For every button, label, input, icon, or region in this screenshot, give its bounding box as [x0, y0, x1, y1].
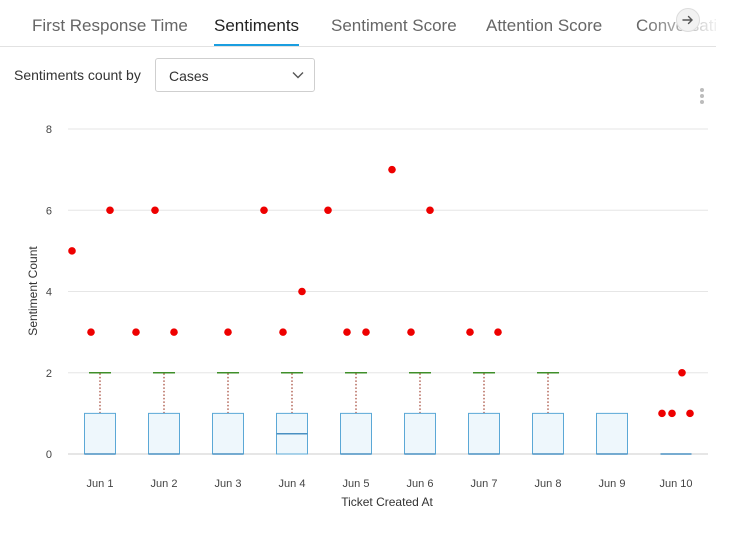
tab-attention-score[interactable]: Attention Score: [486, 16, 602, 46]
box-1: [84, 372, 116, 455]
outlier-point: [224, 328, 232, 336]
box-4: [276, 372, 308, 455]
outlier-point: [324, 206, 332, 215]
x-tick-label: Jun 4: [279, 478, 306, 490]
box-body: [404, 412, 436, 455]
tab-sentiments[interactable]: Sentiments: [214, 16, 300, 46]
outlier-point: [151, 206, 159, 215]
box-8: [532, 372, 564, 455]
outlier-point: [686, 409, 694, 418]
outlier-point: [106, 206, 114, 215]
tab-label: Sentiments: [214, 16, 300, 35]
x-tick-label: Jun 10: [659, 478, 692, 490]
box-6: [404, 372, 436, 455]
box-5: [340, 372, 372, 455]
outlier-point: [388, 165, 396, 174]
x-tick-label: Jun 8: [535, 478, 562, 490]
outlier-point: [279, 328, 287, 336]
box-3: [212, 372, 244, 455]
x-tick-label: Jun 1: [87, 478, 114, 490]
outlier-point: [362, 328, 370, 336]
box-7: [468, 372, 500, 455]
outliers: [68, 165, 694, 418]
y-tick-label: 8: [46, 124, 52, 136]
tab-first-response-time[interactable]: First Response Time: [32, 16, 188, 46]
y-tick-label: 6: [46, 205, 52, 217]
outlier-point: [260, 206, 268, 215]
chart-options-menu-icon[interactable]: [697, 88, 707, 106]
outlier-point: [298, 287, 306, 296]
x-tick-label: Jun 2: [151, 478, 178, 490]
x-tick-label: Jun 6: [407, 478, 434, 490]
tab-label: Attention Score: [486, 16, 603, 35]
outlier-point: [343, 328, 351, 336]
y-tick-label: 4: [46, 287, 52, 299]
tabs-scroll-right-button[interactable]: [676, 8, 700, 32]
select-value: Cases: [169, 68, 209, 84]
active-tab-indicator: [214, 44, 300, 46]
box-body: [532, 412, 564, 455]
outlier-point: [87, 328, 95, 336]
outlier-point: [494, 328, 502, 336]
x-axis-title: Ticket Created At: [341, 495, 433, 509]
box-body: [212, 412, 244, 455]
chevron-down-icon: [292, 72, 304, 79]
outlier-point: [407, 328, 415, 336]
box-2: [148, 372, 180, 455]
boxes: [84, 372, 692, 455]
outlier-point: [426, 206, 434, 215]
outlier-point: [678, 368, 686, 377]
x-tick-label: Jun 7: [471, 478, 498, 490]
x-tick-label: Jun 5: [343, 478, 370, 490]
arrow-right-icon: [682, 15, 693, 25]
box-body: [148, 412, 180, 455]
y-axis-ticks: 0 2 4 6 8: [46, 124, 52, 461]
outlier-point: [132, 328, 140, 336]
y-axis-title: Sentiment Count: [26, 246, 40, 336]
outlier-point: [658, 409, 666, 418]
tab-label: Sentiment Score: [331, 16, 457, 35]
box-body: [340, 412, 372, 455]
y-tick-label: 2: [46, 368, 52, 380]
x-tick-label: Jun 3: [215, 478, 242, 490]
box-body: [84, 412, 116, 455]
outlier-point: [466, 328, 474, 336]
outlier-point: [68, 247, 76, 255]
tab-label: First Response Time: [32, 16, 188, 35]
count-by-select[interactable]: Cases: [155, 58, 315, 92]
x-axis-ticks: Jun 1 Jun 2 Jun 3 Jun 4 Jun 5 Jun 6 Jun 7 Jun 8…: [87, 478, 693, 490]
sentiments-count-by-label: Sentiments count by: [14, 67, 141, 83]
tab-sentiment-score[interactable]: Sentiment Score: [331, 16, 457, 46]
x-tick-label: Jun 9: [599, 478, 626, 490]
box-body: [596, 412, 628, 455]
box-body: [468, 412, 500, 455]
outlier-point: [668, 409, 676, 418]
box-9: [596, 412, 628, 455]
outlier-point: [170, 328, 178, 336]
y-tick-label: 0: [46, 449, 52, 461]
